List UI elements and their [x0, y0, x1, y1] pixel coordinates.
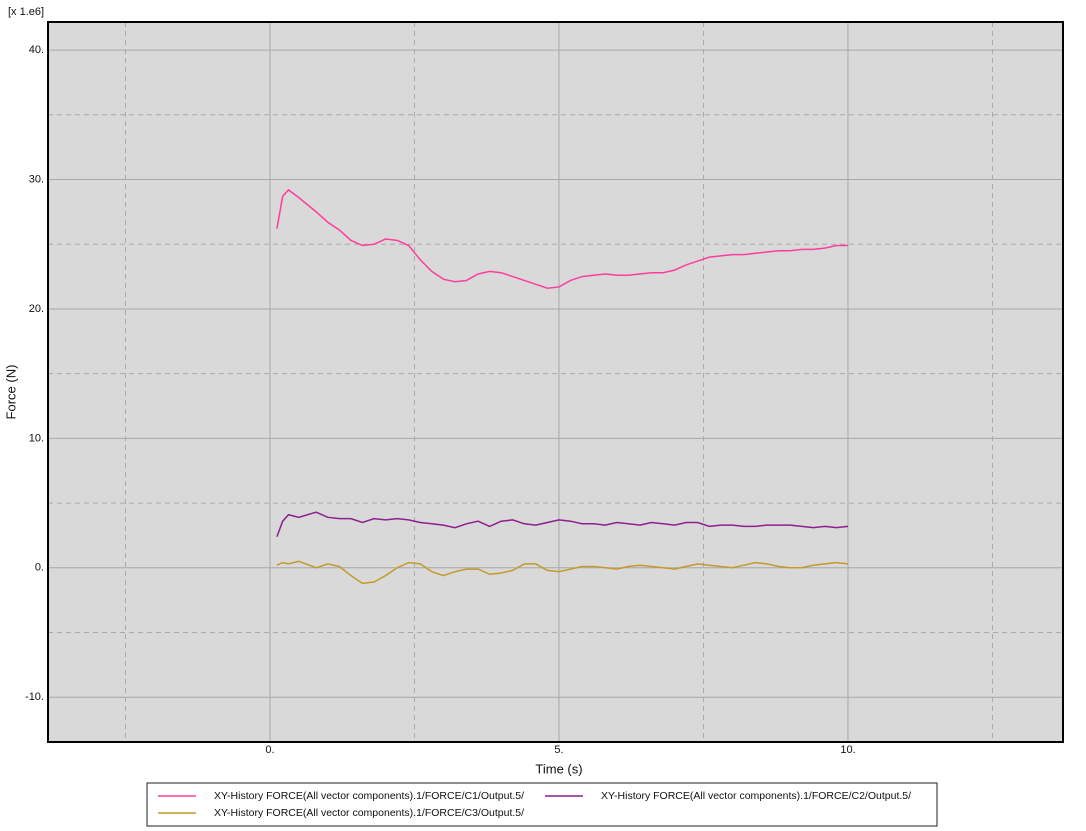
x-axis-label: Time (s): [535, 761, 582, 776]
x-tick-label: 5.: [554, 744, 563, 756]
legend: [146, 782, 938, 827]
y-tick-label: 40.: [29, 44, 44, 56]
y-axis-label: Force (N): [3, 365, 18, 420]
series-line: [276, 188, 848, 289]
plot-frame: [47, 21, 1064, 743]
y-tick-label: 0.: [35, 562, 44, 574]
x-tick-label: 10.: [840, 744, 855, 756]
y-tick-label: 30.: [29, 173, 44, 185]
y-tick-label: 10.: [29, 432, 44, 444]
legend-label: XY-History FORCE(All vector components).…: [214, 807, 524, 819]
series-line: [276, 560, 849, 585]
legend-label: XY-History FORCE(All vector components).…: [214, 790, 524, 802]
y-tick-label: 20.: [29, 303, 44, 315]
multiplier-label: [x 1.e6]: [8, 6, 44, 18]
y-tick-label: -10.: [25, 691, 44, 703]
plot-area: [48, 22, 1063, 742]
x-tick-label: 0.: [265, 744, 274, 756]
series-line: [276, 511, 849, 537]
legend-label: XY-History FORCE(All vector components).…: [601, 790, 911, 802]
